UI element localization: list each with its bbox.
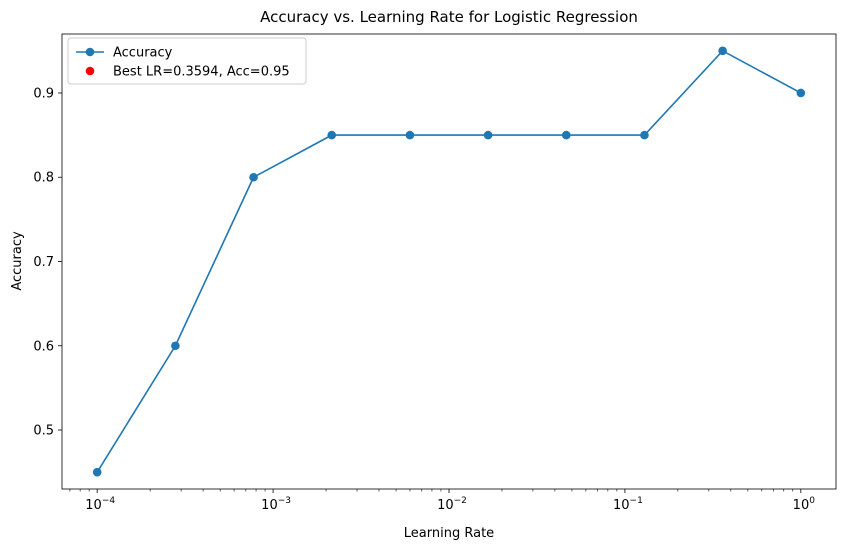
- x-tick-label: 10−3: [261, 496, 291, 513]
- x-tick-label-exponent: −3: [278, 496, 291, 506]
- data-point: [561, 130, 571, 140]
- x-tick-label-exponent: −4: [102, 496, 116, 506]
- x-axis-label: Learning Rate: [404, 526, 494, 541]
- legend-marker: [85, 47, 95, 57]
- x-tick-label-base: 10: [437, 498, 454, 513]
- x-tick-label: 100: [793, 496, 816, 513]
- data-point: [92, 467, 102, 477]
- plot-area: 0.50.60.70.80.910−4 10−3 10−2 10−1 100: [33, 33, 837, 513]
- y-tick-label: 0.8: [33, 171, 54, 186]
- data-point: [327, 130, 337, 140]
- x-tick-label: 10−4: [85, 496, 115, 513]
- data-point: [405, 130, 415, 140]
- data-point: [171, 341, 180, 351]
- y-tick-label: 0.7: [33, 255, 54, 270]
- legend-marker-best: [85, 66, 95, 76]
- legend-label: Best LR=0.3594, Acc=0.95: [113, 65, 290, 80]
- chart-title: Accuracy vs. Learning Rate for Logistic …: [260, 8, 638, 26]
- x-tick-label-base: 10: [85, 498, 102, 513]
- x-tick-label-exponent: 0: [809, 496, 815, 506]
- x-tick-label: 10−2: [437, 496, 467, 513]
- data-point: [249, 172, 258, 182]
- x-tick-label-base: 10: [613, 498, 630, 513]
- data-point: [483, 130, 493, 140]
- plot-frame: [61, 33, 837, 490]
- legend: Accuracy Best LR=0.3594, Acc=0.95: [67, 37, 307, 85]
- y-tick-label: 0.9: [33, 86, 54, 101]
- legend-box: [67, 37, 307, 85]
- y-tick-label: 0.5: [33, 424, 54, 439]
- series-line: [96, 49, 802, 473]
- x-tick-label: 10−1: [613, 496, 643, 513]
- data-point: [796, 88, 806, 98]
- data-point: [718, 46, 727, 56]
- x-tick-label-exponent: −2: [454, 496, 467, 506]
- x-tick-label-exponent: −1: [630, 496, 643, 506]
- data-point: [640, 130, 649, 140]
- y-tick-label: 0.6: [33, 339, 54, 354]
- x-tick-label-base: 10: [793, 498, 810, 513]
- legend-label: Accuracy: [113, 46, 173, 61]
- y-axis-label: Accuracy: [10, 231, 25, 291]
- x-tick-label-base: 10: [261, 498, 278, 513]
